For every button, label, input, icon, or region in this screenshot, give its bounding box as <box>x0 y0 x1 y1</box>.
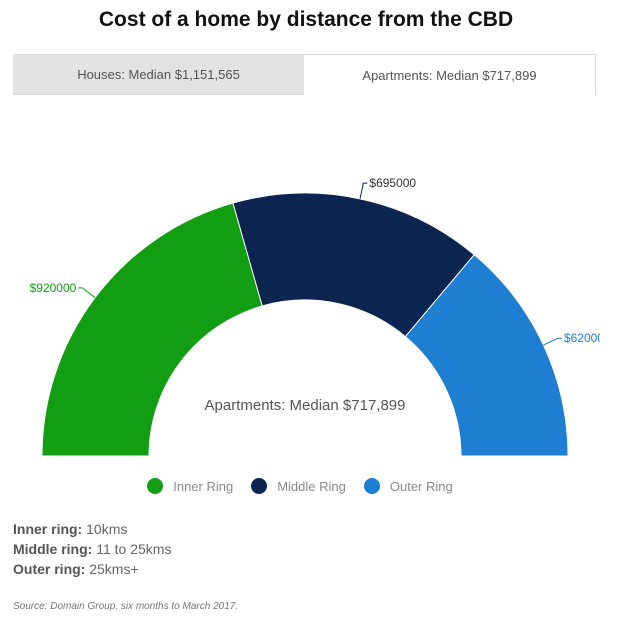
connector-middle-ring <box>359 182 368 199</box>
chart-data-labels: $920000 $695000 $620000 <box>30 176 600 346</box>
tab-bar: Houses: Median $1,151,565 Apartments: Me… <box>13 54 596 95</box>
chart-slices <box>41 192 569 457</box>
legend-swatch-middle-ring <box>251 478 268 494</box>
tab-houses[interactable]: Houses: Median $1,151,565 <box>13 54 304 95</box>
slice-middle-ring[interactable] <box>232 192 475 338</box>
source-note: Source: Domain Group, six months to Marc… <box>13 601 239 612</box>
legend-label-middle-ring: Middle Ring <box>277 478 346 494</box>
chart-legend: Inner Ring Middle Ring Outer Ring <box>0 478 600 494</box>
data-label-outer-ring: $620000 <box>564 331 600 345</box>
legend-swatch-outer-ring <box>363 478 380 494</box>
note-inner-ring: Inner ring: 10kms <box>13 521 128 537</box>
note-middle-ring: Middle ring: 11 to 25kms <box>13 541 172 557</box>
legend-item-inner-ring[interactable]: Inner Ring <box>147 478 233 494</box>
semi-donut-chart: $920000 $695000 $620000 Apartments: Median… <box>30 176 600 457</box>
ring-definitions: Inner ring: 10kms Middle ring: 11 to 25k… <box>13 519 171 579</box>
tab-apartments[interactable]: Apartments: Median $717,899 <box>304 54 596 95</box>
data-label-middle-ring: $695000 <box>369 176 416 190</box>
legend-swatch-inner-ring <box>147 478 164 494</box>
legend-item-outer-ring[interactable]: Outer Ring <box>363 478 453 494</box>
connector-inner-ring <box>78 287 96 298</box>
chart-title: Cost of a home by distance from the CBD <box>98 8 514 31</box>
connector-outer-ring <box>543 337 562 346</box>
legend-label-inner-ring: Inner Ring <box>173 478 234 494</box>
slice-outer-ring[interactable] <box>404 254 569 457</box>
note-outer-ring: Outer ring: 25kms+ <box>13 561 139 577</box>
center-label: Apartments: Median $717,899 <box>205 397 406 414</box>
legend-item-middle-ring[interactable]: Middle Ring <box>251 478 346 494</box>
data-label-inner-ring: $920000 <box>30 281 77 295</box>
slice-inner-ring[interactable] <box>41 202 263 457</box>
legend-label-outer-ring: Outer Ring <box>389 478 453 494</box>
